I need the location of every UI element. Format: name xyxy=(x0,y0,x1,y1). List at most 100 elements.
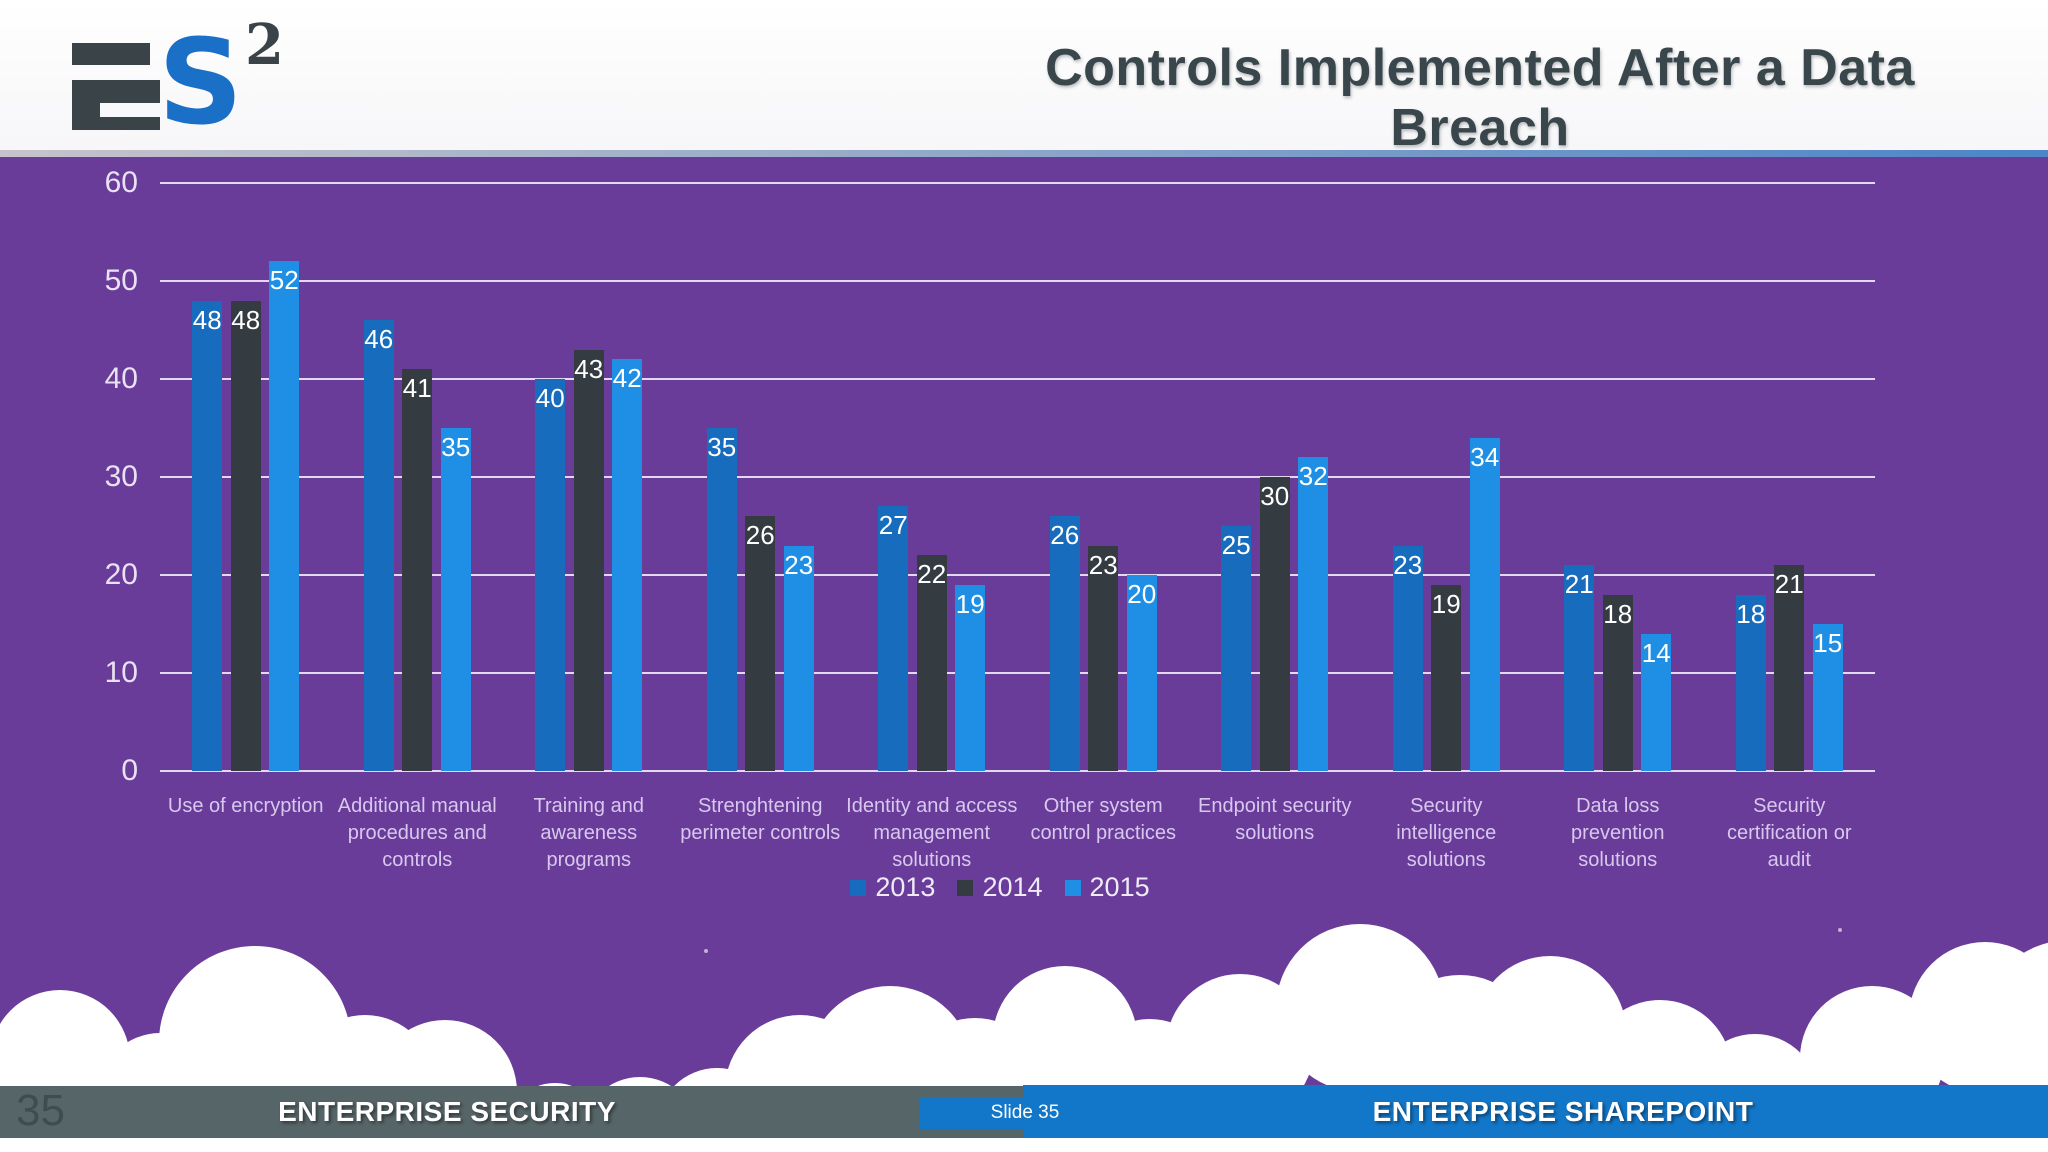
es2-logo: S 2 xyxy=(72,12,287,151)
slide-number-indicator: Slide 35 xyxy=(920,1097,1130,1129)
bar-value-label: 18 xyxy=(1603,598,1633,629)
legend-item-2015: 2015 xyxy=(1064,872,1150,903)
bar-value-label: 34 xyxy=(1470,441,1500,472)
speck-dot xyxy=(704,949,708,953)
bar-value-label: 48 xyxy=(231,304,261,335)
x-axis-category-label: Other system control practices xyxy=(1030,795,1177,844)
bar-value-label: 15 xyxy=(1813,628,1843,658)
bar-2014: 30 xyxy=(1259,477,1290,771)
x-axis-category-label: Use of encryption xyxy=(167,795,324,817)
x-axis-category-label: Data loss prevention solutions xyxy=(1571,795,1665,871)
legend-swatch xyxy=(1064,879,1081,896)
bar-2013: 23 xyxy=(1392,545,1423,771)
bar-value-label: 40 xyxy=(535,383,565,413)
bar-2015: 34 xyxy=(1469,437,1500,771)
y-axis-tick-label: 60 xyxy=(104,166,138,199)
bar-value-label: 42 xyxy=(612,363,642,394)
bar-2015: 19 xyxy=(955,584,986,771)
bar-2013: 35 xyxy=(706,428,737,771)
bar-2015: 20 xyxy=(1126,575,1157,771)
x-axis-category-label: Identity and access management solutions xyxy=(846,795,1018,871)
gridline xyxy=(160,574,1875,576)
bar-value-label: 19 xyxy=(955,588,985,619)
bar-2014: 48 xyxy=(230,300,261,771)
x-axis-category-label: Strenghtening perimeter controls xyxy=(680,795,841,844)
legend-item-2013: 2013 xyxy=(850,872,935,903)
bar-2013: 48 xyxy=(192,300,223,771)
bar-2014: 23 xyxy=(1088,545,1119,771)
bar-value-label: 26 xyxy=(745,520,775,551)
bar-2015: 15 xyxy=(1812,624,1843,771)
bar-value-label: 21 xyxy=(1774,569,1804,600)
x-axis-category-label: Security certification or audit xyxy=(1727,795,1852,871)
footer-bar-blue xyxy=(1023,1085,2048,1138)
bar-2015: 14 xyxy=(1641,633,1672,771)
y-axis-tick-label: 0 xyxy=(121,754,138,787)
bar-2013: 21 xyxy=(1564,565,1595,771)
x-axis-category-label: Training and awareness programs xyxy=(533,795,644,871)
bar-value-label: 26 xyxy=(1050,520,1080,551)
legend-label: 2014 xyxy=(982,872,1043,902)
footer-enterprise-security-label: ENTERPRISE SECURITY xyxy=(278,1096,616,1127)
bar-value-label: 18 xyxy=(1736,598,1766,629)
y-axis-tick-label: 40 xyxy=(104,362,138,395)
legend-swatch xyxy=(850,879,867,896)
bar-2014: 21 xyxy=(1774,565,1805,771)
bar-2013: 46 xyxy=(363,320,394,771)
bar-chart-plot-area: 0 10 20 30 40 50 60 48 48 52 Use of encryption 46 41… xyxy=(105,166,1875,871)
purple-background xyxy=(0,157,2048,1086)
bar-2014: 43 xyxy=(573,349,604,771)
bar-2014: 18 xyxy=(1602,594,1633,771)
bar-value-label: 30 xyxy=(1260,481,1290,511)
bar-value-label: 21 xyxy=(1564,569,1594,600)
y-axis-tick-label: 30 xyxy=(104,460,138,493)
bar-value-label: 23 xyxy=(1088,549,1118,580)
gridline xyxy=(160,770,1875,772)
bar-value-label: 46 xyxy=(364,324,394,355)
bar-value-label: 35 xyxy=(441,432,471,462)
legend-label: 2015 xyxy=(1089,872,1150,902)
y-axis-tick-label: 10 xyxy=(104,656,138,689)
page-number: 35 xyxy=(16,1086,65,1135)
bar-value-label: 20 xyxy=(1127,579,1157,609)
bar-value-label: 14 xyxy=(1641,637,1671,668)
gridline xyxy=(160,182,1875,184)
bar-2013: 25 xyxy=(1221,526,1252,771)
bar-2014: 26 xyxy=(745,516,776,771)
bar-value-label: 19 xyxy=(1431,588,1461,619)
y-axis-tick-label: 20 xyxy=(104,558,138,591)
slide-title: Controls Implemented After a Data Breach xyxy=(1045,39,1915,157)
gridline xyxy=(160,672,1875,674)
bar-2014: 41 xyxy=(402,369,433,771)
bar-value-label: 27 xyxy=(878,510,908,541)
bar-2013: 18 xyxy=(1735,594,1766,771)
legend-swatch xyxy=(957,879,974,896)
x-axis-category-label: Security intelligence solutions xyxy=(1396,795,1497,871)
bar-2015: 23 xyxy=(783,545,814,771)
logo-letter-s: S xyxy=(158,13,243,151)
bar-value-label: 25 xyxy=(1221,530,1251,560)
bar-2013: 27 xyxy=(878,506,909,771)
bar-2013: 26 xyxy=(1049,516,1080,771)
bar-2013: 40 xyxy=(535,379,566,771)
bar-value-label: 23 xyxy=(784,549,814,580)
logo-superscript-2: 2 xyxy=(245,12,284,78)
bar-value-label: 22 xyxy=(917,559,947,590)
bar-value-label: 48 xyxy=(192,304,222,335)
bar-value-label: 41 xyxy=(402,373,432,404)
bar-2015: 32 xyxy=(1298,457,1329,771)
logo-letter-e-top-bar xyxy=(72,43,150,65)
bar-value-label: 35 xyxy=(707,432,737,462)
x-axis-category-label: Endpoint security solutions xyxy=(1198,795,1352,844)
bar-2014: 19 xyxy=(1431,584,1462,771)
footer-bar-gray xyxy=(0,1086,1023,1138)
bar-2015: 42 xyxy=(612,359,643,771)
bar-2015: 35 xyxy=(440,428,471,771)
bar-2015: 52 xyxy=(269,261,300,771)
gridline xyxy=(160,476,1875,478)
bar-value-label: 32 xyxy=(1298,461,1328,492)
footer-enterprise-sharepoint-label: ENTERPRISE SHAREPOINT xyxy=(1372,1096,1754,1127)
chart-legend: 2013 2014 2015 xyxy=(0,872,2024,903)
bar-value-label: 43 xyxy=(574,353,604,384)
